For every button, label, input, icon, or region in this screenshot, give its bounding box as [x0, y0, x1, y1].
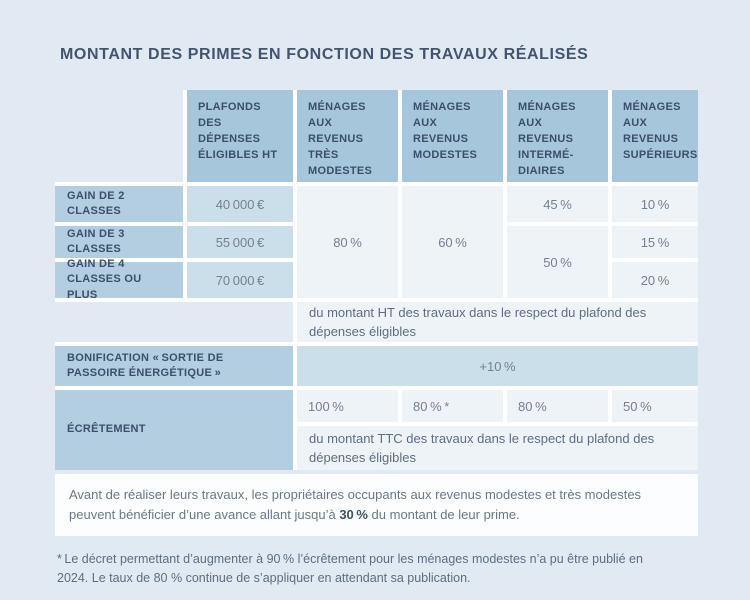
- cell-ecretement-tres-modestes: 100 %: [297, 390, 398, 422]
- cell-ecretement-intermediaires: 80 %: [507, 390, 608, 422]
- cell-ecretement-modestes: 80 % *: [402, 390, 503, 422]
- header-intermediaires: MÉNAGES AUX REVENUS INTERMÉ-DIAIRES: [507, 90, 608, 182]
- row-label-gain-2-classes: GAIN DE 2 CLASSES: [55, 186, 183, 222]
- cell-intermediaires-gain3-4: 50 %: [507, 226, 608, 298]
- header-tres-modestes: MÉNAGES AUX REVENUS TRÈS MODESTES: [297, 90, 398, 182]
- row-label-ecretement: ÉCRÊTEMENT: [55, 390, 293, 470]
- note-montant-ttc: du montant TTC des travaux dans le respe…: [297, 426, 698, 470]
- row-label-gain-3-classes: GAIN DE 3 CLASSES: [55, 226, 183, 258]
- row-label-gain-4-classes: GAIN DE 4 CLASSES OU PLUS: [55, 258, 183, 301]
- header-empty-corner: [55, 90, 183, 182]
- cell-gain3-plafond: 55 000 €: [187, 226, 293, 258]
- advance-info-text-after: du montant de leur prime.: [367, 507, 520, 523]
- cell-bonification-value: +10 %: [297, 346, 698, 386]
- cell-superieurs-gain3: 15 %: [612, 226, 698, 258]
- cell-superieurs-gain2: 10 %: [612, 186, 698, 222]
- cell-gain2-plafond: 40 000 €: [187, 186, 293, 222]
- header-plafonds: PLAFONDS DES DÉPENSES ÉLIGIBLES HT: [187, 90, 293, 182]
- cell-gain4-plafond: 70 000 €: [187, 262, 293, 298]
- advance-info-text-before: Avant de réaliser leurs travaux, les pro…: [69, 487, 642, 523]
- header-modestes: MÉNAGES AUX REVENUS MODESTES: [402, 90, 503, 182]
- cell-intermediaires-gain2: 45 %: [507, 186, 608, 222]
- decree-footnote: * Le décret permettant d’augmenter à 90 …: [57, 552, 643, 586]
- header-superieurs: MÉNAGES AUX REVENUS SUPÉRIEURS: [612, 90, 698, 182]
- ht-note-filler: [55, 302, 293, 342]
- page-title: MONTANT DES PRIMES EN FONCTION DES TRAVA…: [60, 46, 589, 63]
- cell-ecretement-superieurs: 50 %: [612, 390, 698, 422]
- row-label-bonification: BONIFICATION « SORTIE DE PASSOIRE ÉNERGÉ…: [55, 346, 293, 386]
- cell-superieurs-gain4: 20 %: [612, 262, 698, 298]
- primes-table: PLAFONDS DES DÉPENSES ÉLIGIBLES HT MÉNAG…: [55, 90, 698, 470]
- cell-tres-modestes-taux: 80 %: [297, 186, 398, 298]
- cell-modestes-taux: 60 %: [402, 186, 503, 298]
- advance-info-bold-value: 30 %: [339, 507, 368, 523]
- advance-info-box: Avant de réaliser leurs travaux, les pro…: [55, 474, 698, 537]
- note-montant-ht: du montant HT des travaux dans le respec…: [297, 302, 698, 342]
